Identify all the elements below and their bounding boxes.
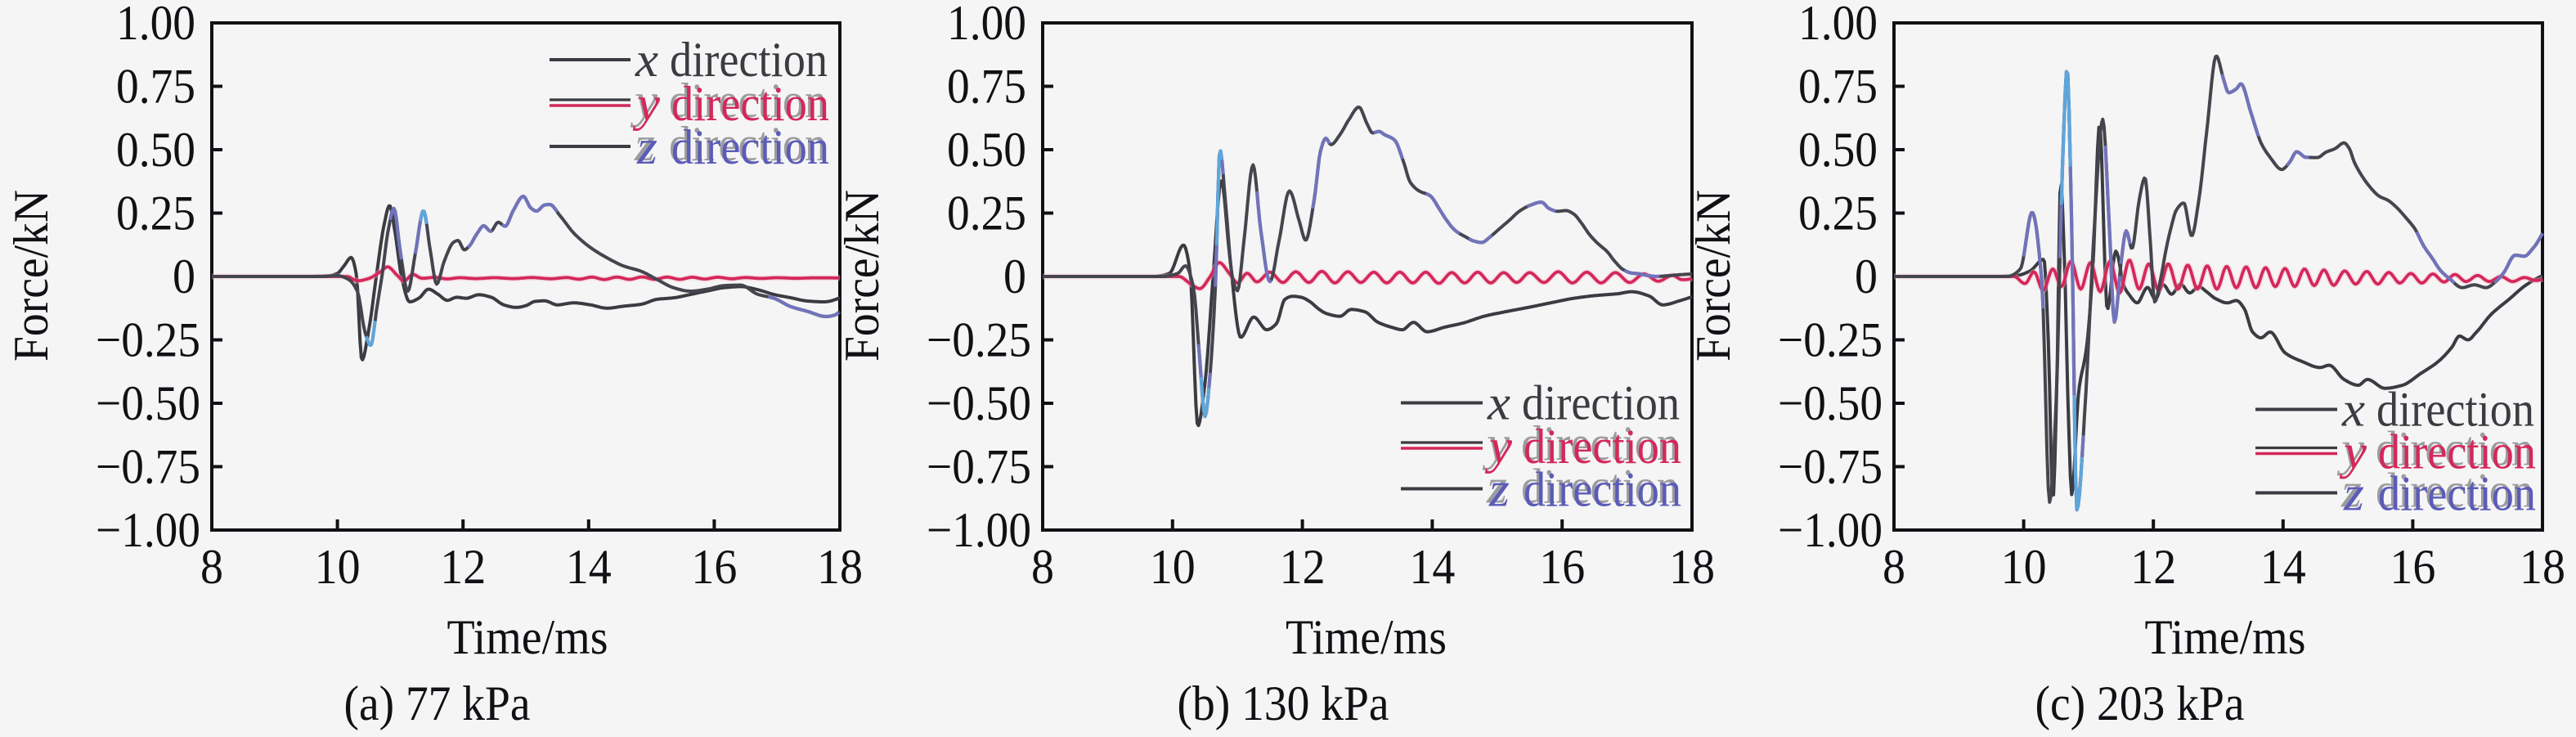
svg-text:Force/kN: Force/kN [835,190,889,362]
svg-text:10: 10 [1150,540,1196,594]
svg-text:12: 12 [2130,540,2176,594]
svg-text:−1.00: −1.00 [96,503,200,557]
svg-text:1.00: 1.00 [1798,0,1878,50]
svg-text:z: z [2343,467,2364,521]
svg-text:12: 12 [1280,540,1326,594]
svg-text:18: 18 [817,540,863,594]
svg-text:x: x [635,33,658,87]
svg-text:18: 18 [1669,540,1715,594]
svg-text:direction: direction [2376,383,2534,437]
svg-text:Force/kN: Force/kN [1686,190,1740,362]
svg-text:0.50: 0.50 [947,123,1026,177]
svg-text:direction: direction [671,120,829,174]
svg-text:14: 14 [1409,540,1455,594]
svg-text:1.00: 1.00 [947,0,1026,50]
svg-text:18: 18 [2520,540,2565,594]
svg-text:direction: direction [670,33,828,87]
svg-text:direction: direction [2378,425,2536,479]
svg-text:direction: direction [671,77,829,131]
svg-text:0.75: 0.75 [947,60,1026,114]
svg-text:1.00: 1.00 [116,0,195,50]
svg-text:y: y [1484,420,1513,474]
svg-text:−0.50: −0.50 [1778,376,1883,430]
svg-text:direction: direction [1521,416,1679,470]
svg-text:direction: direction [2378,467,2536,521]
svg-text:direction: direction [1524,420,1681,474]
svg-text:(c) 203 kPa: (c) 203 kPa [2035,676,2245,730]
svg-text:direction: direction [1522,376,1680,430]
svg-text:0: 0 [1855,249,1878,303]
svg-text:(a) 77 kPa: (a) 77 kPa [344,676,531,730]
svg-text:10: 10 [2001,540,2047,594]
svg-text:0: 0 [173,249,195,303]
svg-text:z: z [1486,460,1507,514]
svg-text:−0.25: −0.25 [96,313,200,367]
svg-text:direction: direction [1521,460,1679,514]
svg-text:y: y [632,77,661,131]
svg-text:−0.50: −0.50 [927,376,1031,430]
svg-text:8: 8 [1883,540,1905,594]
svg-text:direction: direction [1524,463,1681,517]
svg-text:−0.25: −0.25 [1778,313,1883,367]
svg-text:−1.00: −1.00 [1778,503,1883,557]
svg-text:0.50: 0.50 [1798,123,1878,177]
svg-text:z: z [2340,464,2362,518]
svg-text:16: 16 [2390,540,2435,594]
svg-text:(b) 130 kPa: (b) 130 kPa [1178,676,1389,730]
svg-text:y: y [1482,416,1510,470]
svg-text:Time/ms: Time/ms [447,610,608,664]
svg-text:x: x [1487,376,1510,430]
svg-text:0.50: 0.50 [116,123,195,177]
svg-text:0.25: 0.25 [116,186,195,240]
svg-text:0.75: 0.75 [1798,60,1878,114]
svg-text:Time/ms: Time/ms [2145,610,2306,664]
svg-text:0.25: 0.25 [1798,186,1878,240]
svg-text:z: z [634,117,655,171]
svg-text:0: 0 [1003,249,1026,303]
svg-text:16: 16 [691,540,737,594]
svg-text:−0.25: −0.25 [927,313,1031,367]
svg-text:direction: direction [669,74,827,128]
svg-text:12: 12 [440,540,486,594]
svg-text:direction: direction [2376,422,2533,476]
svg-text:−0.75: −0.75 [927,440,1031,494]
svg-text:x: x [2341,383,2365,437]
svg-text:−0.75: −0.75 [1778,440,1883,494]
svg-text:0.75: 0.75 [116,60,195,114]
svg-text:z: z [636,120,657,174]
svg-text:direction: direction [669,117,827,171]
svg-text:−0.75: −0.75 [96,440,200,494]
svg-text:direction: direction [2376,464,2533,518]
svg-text:Force/kN: Force/kN [4,190,58,362]
svg-text:0.25: 0.25 [947,186,1026,240]
svg-text:14: 14 [566,540,612,594]
svg-text:16: 16 [1539,540,1585,594]
svg-text:−0.50: −0.50 [96,376,200,430]
svg-text:8: 8 [1031,540,1054,594]
svg-text:z: z [1488,463,1510,517]
svg-text:8: 8 [200,540,223,594]
svg-text:y: y [2336,422,2365,476]
svg-text:y: y [630,74,658,128]
svg-text:Time/ms: Time/ms [1286,610,1447,664]
svg-text:14: 14 [2260,540,2306,594]
svg-text:−1.00: −1.00 [927,503,1031,557]
svg-text:10: 10 [315,540,361,594]
svg-text:y: y [2339,425,2367,479]
